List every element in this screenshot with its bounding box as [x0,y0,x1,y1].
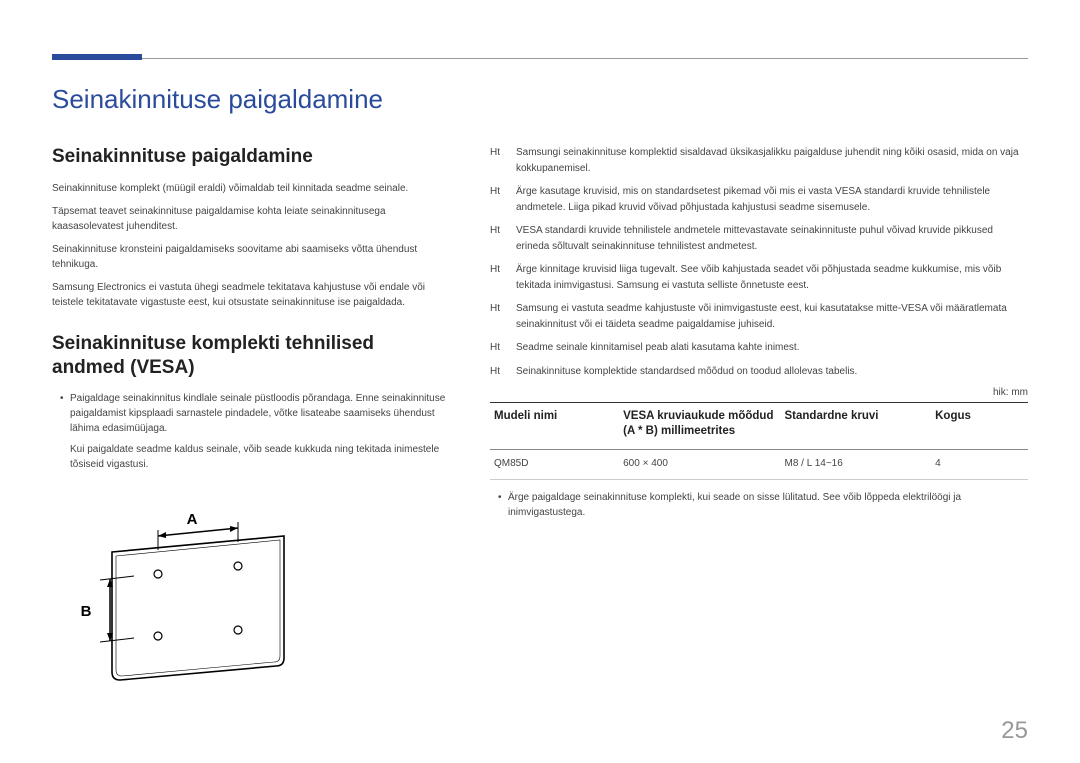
td: 600 × 400 [619,449,780,479]
para: Seinakinnituse komplekt (müügil eraldi) … [52,181,452,196]
diagram-label-a: A [187,511,198,528]
note-item: HtÄrge kinnitage kruvisid liiga tugevalt… [490,262,1028,293]
td: 4 [931,449,1028,479]
note-item: HtVESA standardi kruvide tehnilistele an… [490,223,1028,254]
notes-list: HtSamsungi seinakinnituse komplektid sis… [490,145,1028,379]
vesa-diagram: A B [52,490,452,695]
th-qty: Kogus [931,403,1028,450]
diagram-label-b: B [81,603,92,620]
note-item: HtÄrge kasutage kruvisid, mis on standar… [490,184,1028,215]
para: Täpsemat teavet seinakinnituse paigaldam… [52,204,452,234]
note-item: HtSeinakinnituse komplektide standardsed… [490,364,1028,380]
para: Samsung Electronics ei vastuta ühegi sea… [52,280,452,310]
unit-note: hik: mm [490,387,1028,398]
spec-table: Mudeli nimi VESA kruviaukude mõõdud (A *… [490,402,1028,480]
th-model: Mudeli nimi [490,403,619,450]
section-heading-install: Seinakinnituse paigaldamine [52,145,452,169]
td: QM85D [490,449,619,479]
table-row: QM85D 600 × 400 M8 / L 14~16 4 [490,449,1028,479]
bullet-sub: Kui paigaldate seadme kaldus seinale, võ… [70,442,452,472]
page-number: 25 [1001,717,1028,745]
bullet-item: Paigaldage seinakinnitus kindlale seinal… [60,391,452,436]
para: Seinakinnituse kronsteini paigaldamiseks… [52,242,452,272]
page-title: Seinakinnituse paigaldamine [52,84,1028,115]
note-item: HtSamsung ei vastuta seadme kahjustuste … [490,301,1028,332]
note-item: HtSamsungi seinakinnituse komplektid sis… [490,145,1028,176]
section-heading-vesa: Seinakinnituse komplekti tehnilised andm… [52,332,452,380]
note-item: HtSeadme seinale kinnitamisel peab alati… [490,340,1028,356]
th-vesa: VESA kruviaukude mõõdud (A * B) millimee… [619,403,780,450]
tab-indicator [52,54,142,60]
footnote: Ärge paigaldage seinakinnituse komplekti… [498,490,1028,520]
td: M8 / L 14~16 [781,449,932,479]
header-rule [52,32,1028,60]
th-screw: Standardne kruvi [781,403,932,450]
